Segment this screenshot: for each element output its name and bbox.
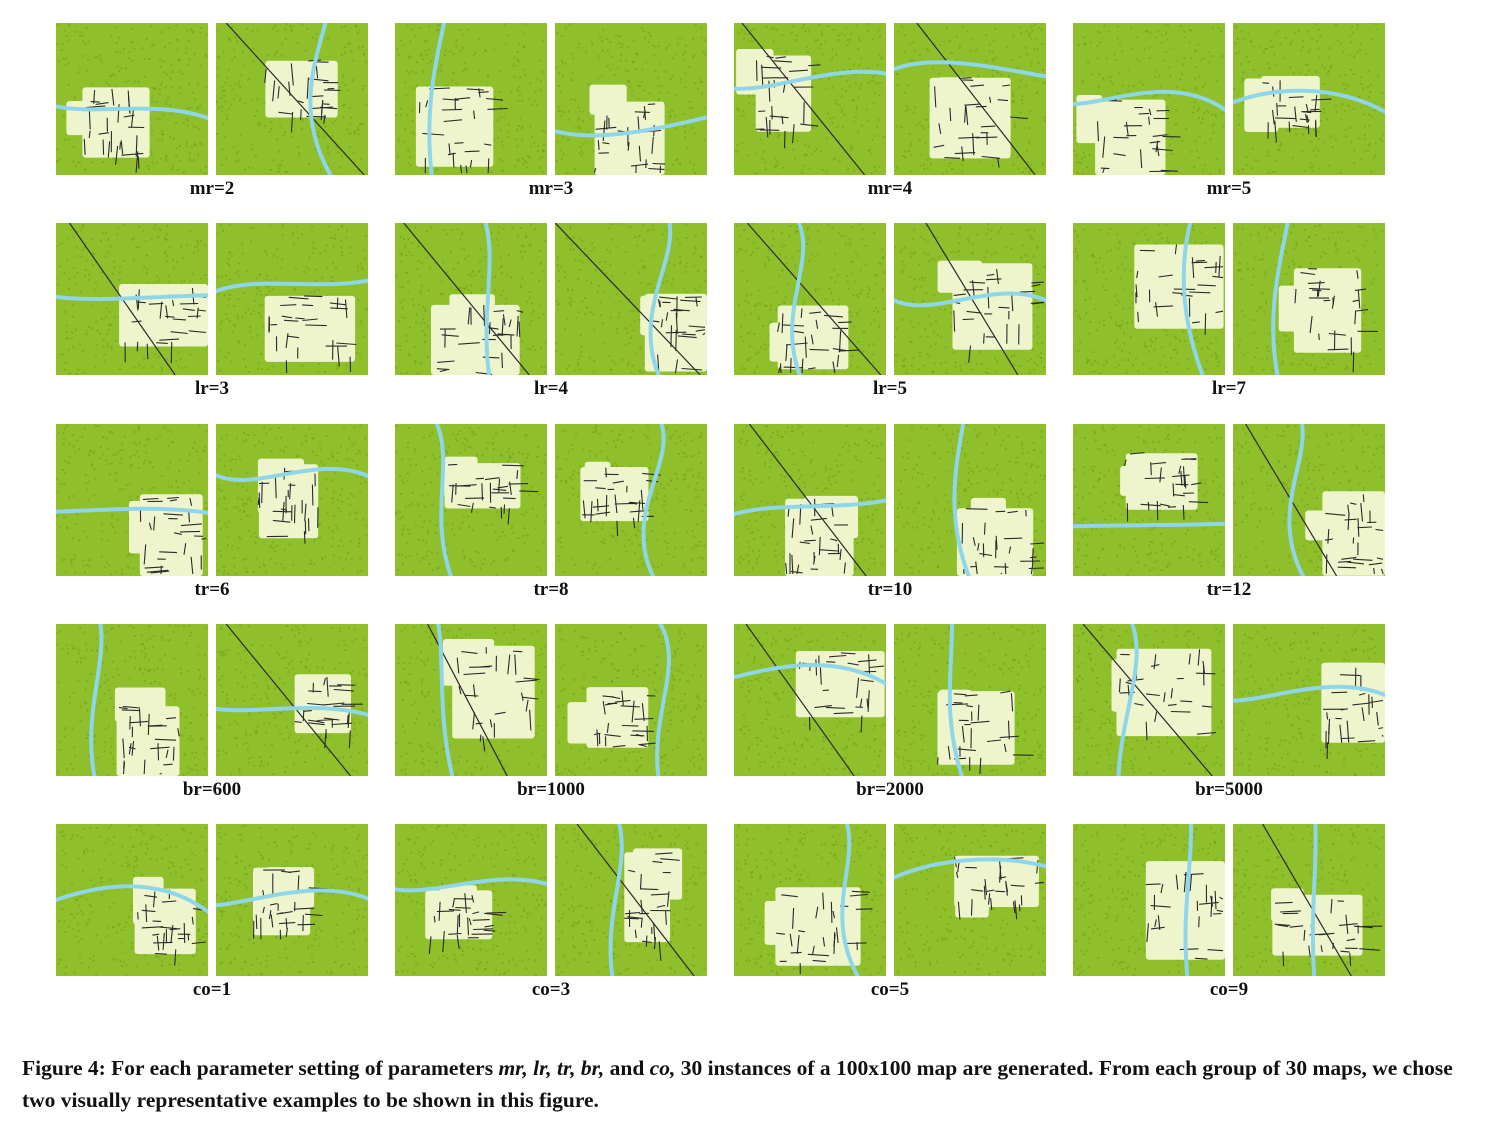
panel-label: lr=5: [872, 378, 908, 399]
generated-map-image: [555, 424, 707, 576]
panel-label: mr=3: [528, 178, 574, 199]
generated-map-image: [56, 824, 208, 976]
generated-map-image: [1233, 624, 1385, 776]
map-pair: br=600: [56, 624, 368, 804]
generated-map-image: [734, 23, 886, 175]
panel-label: lr=7: [1211, 378, 1247, 399]
map-pair: br=2000: [734, 624, 1046, 804]
panel-label: br=5000: [1195, 779, 1263, 800]
figure-grid: mr=2 mr=3 mr=4 mr=5 lr=3 lr=4 lr=5 lr=7 tr=6 tr=8…: [56, 23, 1385, 1004]
generated-map-image: [894, 223, 1046, 375]
map-pair: tr=12: [1073, 424, 1385, 604]
map-pair: tr=10: [734, 424, 1046, 604]
map-pair: mr=3: [395, 23, 707, 203]
generated-map-image: [894, 23, 1046, 175]
generated-map-image: [894, 824, 1046, 976]
panel-label: br=600: [182, 779, 242, 800]
panel-label: co=9: [1209, 979, 1249, 1000]
generated-map-image: [56, 424, 208, 576]
generated-map-image: [1233, 824, 1385, 976]
panel-label: tr=6: [194, 579, 230, 600]
map-pair: mr=2: [56, 23, 368, 203]
panel-label: br=2000: [856, 779, 924, 800]
generated-map-image: [1073, 223, 1225, 375]
panel-label: co=5: [870, 979, 910, 1000]
generated-map-image: [56, 223, 208, 375]
caption-last-param: co,: [649, 1056, 676, 1080]
map-pair: mr=5: [1073, 23, 1385, 203]
caption-rest: 30 instances of a 100x100 map are genera…: [22, 1056, 1453, 1112]
panel-label: lr=4: [533, 378, 569, 399]
generated-map-image: [894, 424, 1046, 576]
caption-and: and: [604, 1056, 650, 1080]
generated-map-image: [555, 624, 707, 776]
caption-params: mr, lr, tr, br,: [498, 1056, 605, 1080]
map-pair: co=9: [1073, 824, 1385, 1004]
map-pair: br=5000: [1073, 624, 1385, 804]
generated-map-image: [1073, 23, 1225, 175]
generated-map-image: [1073, 824, 1225, 976]
generated-map-image: [216, 23, 368, 175]
generated-map-image: [1073, 624, 1225, 776]
generated-map-image: [1073, 424, 1225, 576]
panel-label: co=1: [192, 979, 232, 1000]
generated-map-image: [216, 223, 368, 375]
generated-map-image: [395, 223, 547, 375]
map-pair: lr=7: [1073, 223, 1385, 403]
map-pair: mr=4: [734, 23, 1046, 203]
map-pair: co=3: [395, 824, 707, 1004]
generated-map-image: [395, 424, 547, 576]
map-pair: lr=5: [734, 223, 1046, 403]
generated-map-image: [395, 824, 547, 976]
generated-map-image: [555, 223, 707, 375]
generated-map-image: [216, 824, 368, 976]
map-pair: co=5: [734, 824, 1046, 1004]
map-pair: lr=3: [56, 223, 368, 403]
panel-label: tr=12: [1206, 579, 1252, 600]
generated-map-image: [395, 23, 547, 175]
panel-label: tr=10: [867, 579, 913, 600]
panel-label: lr=3: [194, 378, 230, 399]
map-pair: lr=4: [395, 223, 707, 403]
panel-label: tr=8: [533, 579, 569, 600]
generated-map-image: [734, 824, 886, 976]
caption-lead: Figure 4: For each parameter setting of …: [22, 1056, 499, 1080]
map-pair: tr=6: [56, 424, 368, 604]
generated-map-image: [894, 624, 1046, 776]
generated-map-image: [1233, 23, 1385, 175]
generated-map-image: [56, 624, 208, 776]
generated-map-image: [734, 223, 886, 375]
panel-label: br=1000: [517, 779, 585, 800]
generated-map-image: [1233, 223, 1385, 375]
figure-caption: Figure 4: For each parameter setting of …: [22, 1052, 1467, 1116]
generated-map-image: [734, 624, 886, 776]
panel-label: mr=4: [867, 178, 913, 199]
generated-map-image: [555, 824, 707, 976]
generated-map-image: [56, 23, 208, 175]
generated-map-image: [734, 424, 886, 576]
generated-map-image: [216, 624, 368, 776]
map-pair: tr=8: [395, 424, 707, 604]
generated-map-image: [395, 624, 547, 776]
generated-map-image: [555, 23, 707, 175]
generated-map-image: [216, 424, 368, 576]
generated-map-image: [1233, 424, 1385, 576]
panel-label: mr=5: [1206, 178, 1252, 199]
map-pair: br=1000: [395, 624, 707, 804]
map-pair: co=1: [56, 824, 368, 1004]
panel-label: mr=2: [189, 178, 235, 199]
panel-label: co=3: [531, 979, 571, 1000]
